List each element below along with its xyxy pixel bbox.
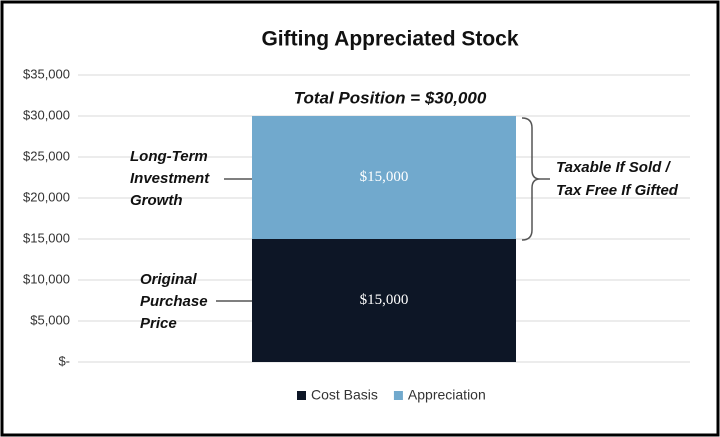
annotation: Purchase xyxy=(140,293,208,310)
annotation: Total Position = $30,000 xyxy=(294,88,487,107)
y-tick-label: $20,000 xyxy=(23,189,70,204)
y-tick-label: $30,000 xyxy=(23,107,70,122)
y-tick-label: $35,000 xyxy=(23,66,70,81)
annotation: Price xyxy=(140,315,177,332)
bar-segment xyxy=(252,116,516,239)
legend-swatch xyxy=(297,391,306,400)
y-tick-label: $10,000 xyxy=(23,271,70,286)
y-tick-label: $15,000 xyxy=(23,230,70,245)
bar-segment xyxy=(252,239,516,362)
legend-label: Appreciation xyxy=(408,387,486,403)
annotation: Long-Term xyxy=(130,148,208,165)
chart-title: Gifting Appreciated Stock xyxy=(261,28,518,51)
y-tick-label: $25,000 xyxy=(23,148,70,163)
annotation: Growth xyxy=(130,192,183,209)
y-tick-label: $- xyxy=(58,353,70,368)
legend-swatch xyxy=(393,391,403,400)
annotation: Tax Free If Gifted xyxy=(556,182,679,199)
legend-label: Cost Basis xyxy=(311,387,378,403)
data-label: $15,000 xyxy=(360,169,409,185)
annotation: Investment xyxy=(130,170,210,187)
annotation: Original xyxy=(140,271,198,288)
annotation: Taxable If Sold / xyxy=(556,159,671,176)
y-tick-label: $5,000 xyxy=(30,312,70,327)
data-label: $15,000 xyxy=(360,292,409,308)
